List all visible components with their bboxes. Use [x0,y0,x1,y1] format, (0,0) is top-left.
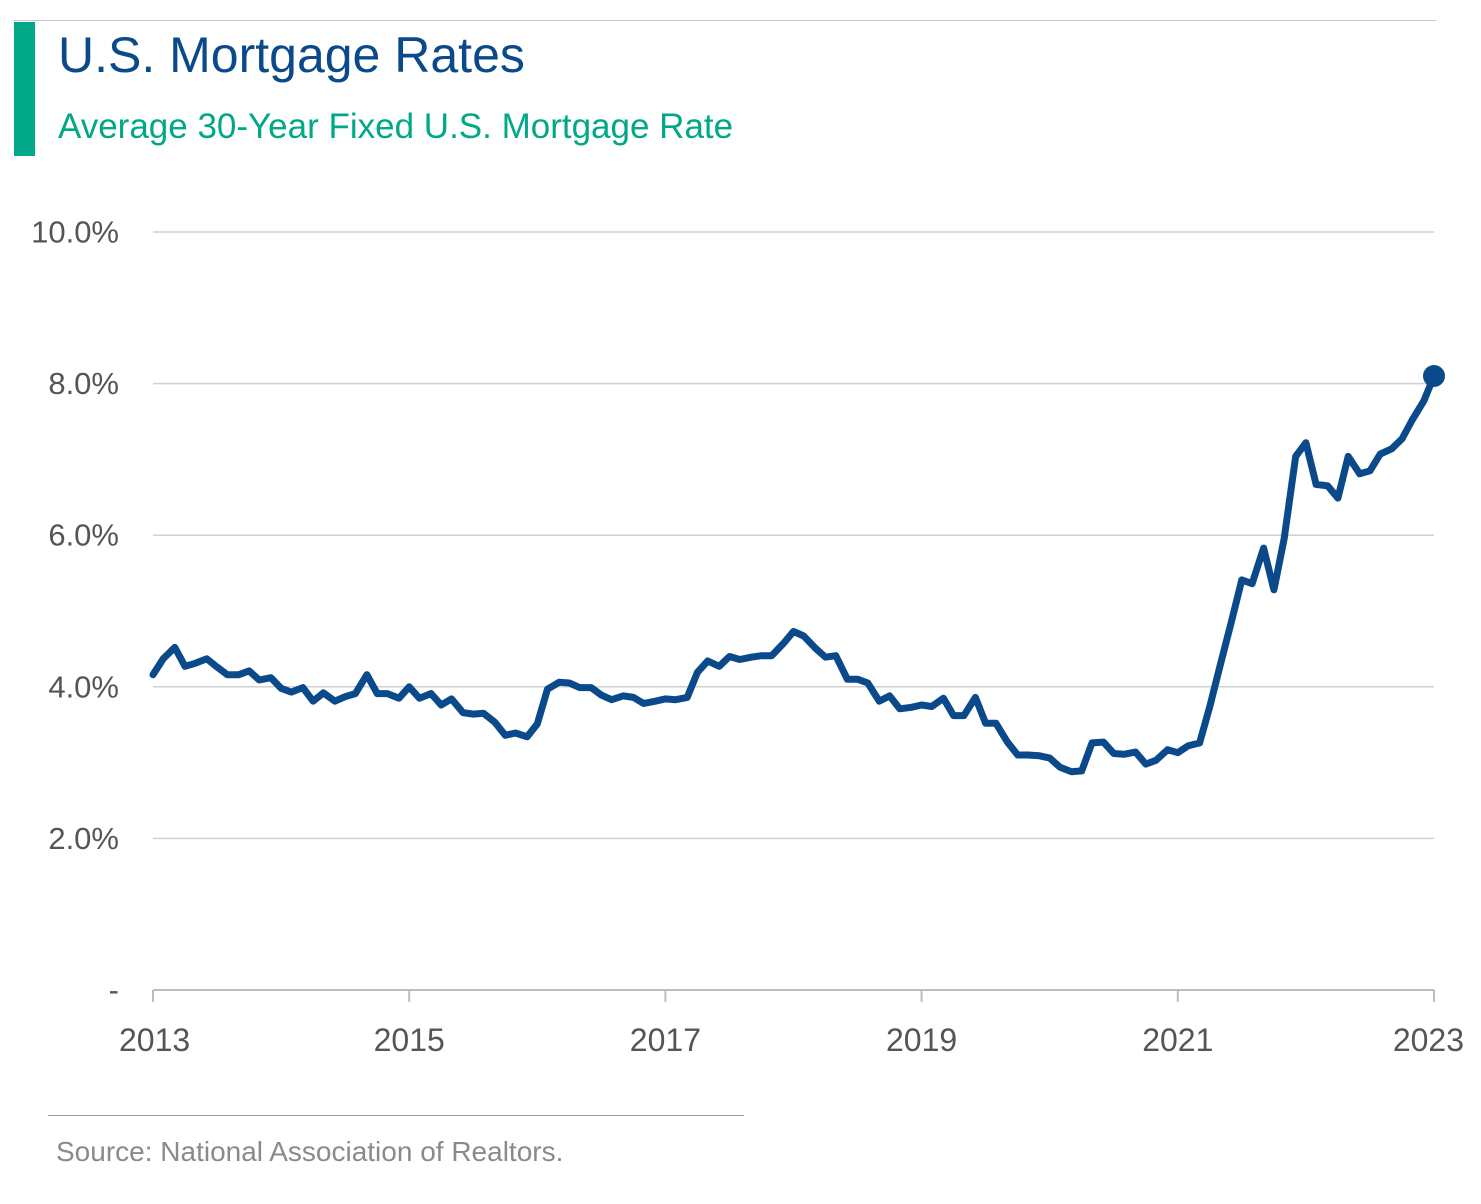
source-rule [48,1115,744,1116]
x-tick-label: 2023 [1393,1022,1464,1058]
y-tick-label: 4.0% [48,669,119,704]
y-axis: - 2.0% 4.0% 6.0% 8.0% 10.0% [31,215,119,1008]
top-rule [14,20,1436,21]
x-tick-label: 2015 [374,1022,445,1058]
accent-bar [14,22,35,156]
y-tick-label: - [109,973,119,1008]
x-tick-label: 2013 [119,1022,190,1058]
chart-subtitle: Average 30-Year Fixed U.S. Mortgage Rate [58,107,734,146]
y-tick-label: 10.0% [31,215,119,250]
series-layer [149,365,1445,776]
x-axis: 2013 2015 2017 2019 2021 2023 [119,989,1464,1058]
series-line [149,372,1438,776]
y-tick-label: 8.0% [48,366,119,401]
end-point-marker [1423,365,1445,388]
x-tick-label: 2019 [886,1022,957,1058]
y-tick-label: 2.0% [48,821,119,856]
y-tick-label: 6.0% [48,518,119,553]
x-tick-label: 2021 [1142,1022,1213,1058]
chart-title: U.S. Mortgage Rates [58,27,525,83]
grid-lines [153,231,1434,840]
source-note: Source: National Association of Realtors… [56,1136,564,1167]
x-tick-label: 2017 [630,1022,701,1058]
